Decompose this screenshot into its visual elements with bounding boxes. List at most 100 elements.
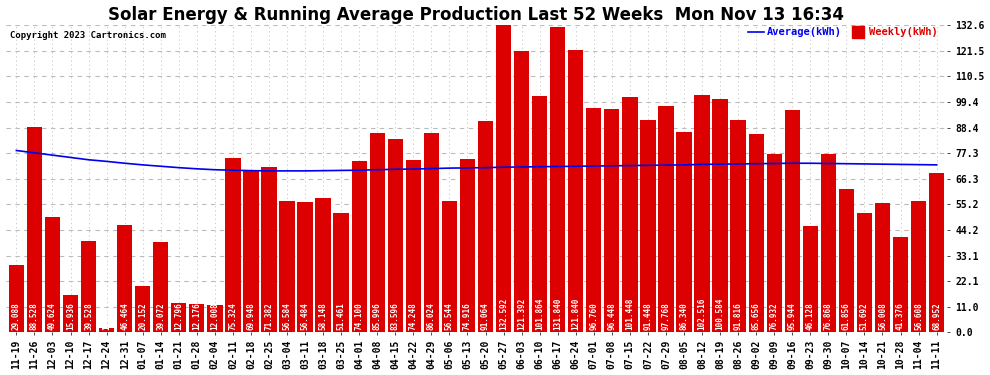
Bar (189, 304, 205, 332)
Bar (226, 158, 241, 332)
Bar (875, 202, 890, 332)
Bar (839, 189, 854, 332)
Bar (893, 237, 908, 332)
Bar (117, 225, 133, 332)
Bar (388, 139, 403, 332)
Bar (351, 161, 367, 332)
Bar (676, 132, 692, 332)
Text: 100.584: 100.584 (716, 298, 725, 330)
Text: 121.392: 121.392 (517, 298, 526, 330)
Bar (514, 51, 530, 332)
Text: 86.024: 86.024 (427, 302, 436, 330)
Text: 95.944: 95.944 (788, 302, 797, 330)
Bar (81, 241, 96, 332)
Text: 74.100: 74.100 (354, 302, 363, 330)
Legend: Average(kWh), Weekly(kWh): Average(kWh), Weekly(kWh) (747, 27, 938, 37)
Bar (748, 134, 764, 332)
Bar (442, 201, 457, 332)
Bar (153, 242, 168, 332)
Bar (496, 25, 511, 332)
Text: 75.324: 75.324 (229, 302, 238, 330)
Text: 1.928: 1.928 (102, 307, 111, 330)
Bar (406, 160, 421, 332)
Bar (207, 304, 223, 332)
Text: 83.596: 83.596 (391, 302, 400, 330)
Text: 76.868: 76.868 (824, 302, 833, 330)
Text: 97.768: 97.768 (661, 302, 670, 330)
Text: 12.796: 12.796 (174, 302, 183, 330)
Bar (334, 213, 348, 332)
Text: 74.248: 74.248 (409, 302, 418, 330)
Bar (785, 110, 800, 332)
Text: 39.072: 39.072 (156, 302, 165, 330)
Text: 85.656: 85.656 (751, 302, 760, 330)
Text: 61.856: 61.856 (842, 302, 850, 330)
Text: 12.008: 12.008 (210, 302, 220, 330)
Text: 20.152: 20.152 (139, 302, 148, 330)
Text: 102.516: 102.516 (698, 298, 707, 330)
Text: 51.692: 51.692 (860, 302, 869, 330)
Text: 85.996: 85.996 (373, 302, 382, 330)
Text: 56.484: 56.484 (301, 302, 310, 330)
Text: 86.340: 86.340 (679, 302, 688, 330)
Text: 58.148: 58.148 (319, 302, 328, 330)
Bar (478, 122, 493, 332)
Bar (171, 303, 186, 332)
Bar (550, 27, 565, 332)
Bar (261, 167, 276, 332)
Bar (27, 127, 43, 332)
Bar (135, 286, 150, 332)
Text: 39.528: 39.528 (84, 302, 93, 330)
Bar (62, 296, 78, 332)
Bar (658, 106, 673, 332)
Bar (424, 133, 439, 332)
Text: 101.448: 101.448 (626, 298, 635, 330)
Text: 56.584: 56.584 (282, 302, 291, 330)
Text: 91.448: 91.448 (644, 302, 652, 330)
Text: 76.932: 76.932 (769, 302, 779, 330)
Bar (279, 201, 295, 332)
Bar (821, 154, 836, 332)
Bar (713, 99, 728, 332)
Text: 88.528: 88.528 (30, 302, 39, 330)
Bar (586, 108, 602, 332)
Text: Copyright 2023 Cartronics.com: Copyright 2023 Cartronics.com (10, 31, 166, 40)
Text: 121.840: 121.840 (571, 298, 580, 330)
Text: 41.376: 41.376 (896, 302, 905, 330)
Text: 29.088: 29.088 (12, 302, 21, 330)
Text: 12.176: 12.176 (192, 302, 201, 330)
Text: 56.544: 56.544 (445, 302, 454, 330)
Bar (244, 170, 258, 332)
Text: 56.608: 56.608 (914, 302, 923, 330)
Title: Solar Energy & Running Average Production Last 52 Weeks  Mon Nov 13 16:34: Solar Energy & Running Average Productio… (109, 6, 844, 24)
Text: 46.128: 46.128 (806, 302, 815, 330)
Bar (929, 172, 944, 332)
Text: 96.448: 96.448 (607, 302, 617, 330)
Bar (604, 109, 620, 332)
Text: 74.916: 74.916 (463, 302, 472, 330)
Text: 46.464: 46.464 (120, 302, 129, 330)
Bar (316, 198, 331, 332)
Bar (731, 120, 745, 332)
Bar (641, 120, 655, 332)
Text: 132.592: 132.592 (499, 298, 508, 330)
Bar (369, 133, 385, 332)
Bar (766, 154, 782, 332)
Text: 91.816: 91.816 (734, 302, 742, 330)
Text: 69.948: 69.948 (247, 302, 255, 330)
Bar (694, 95, 710, 332)
Text: 68.952: 68.952 (933, 302, 941, 330)
Bar (622, 97, 638, 332)
Bar (459, 159, 475, 332)
Text: 15.936: 15.936 (66, 302, 75, 330)
Text: 71.382: 71.382 (264, 302, 273, 330)
Text: 91.064: 91.064 (481, 302, 490, 330)
Text: 51.461: 51.461 (337, 302, 346, 330)
Text: 49.624: 49.624 (48, 302, 57, 330)
Bar (9, 265, 24, 332)
Bar (856, 213, 872, 332)
Bar (45, 217, 60, 332)
Text: 96.760: 96.760 (589, 302, 598, 330)
Bar (297, 201, 313, 332)
Text: 131.840: 131.840 (553, 298, 562, 330)
